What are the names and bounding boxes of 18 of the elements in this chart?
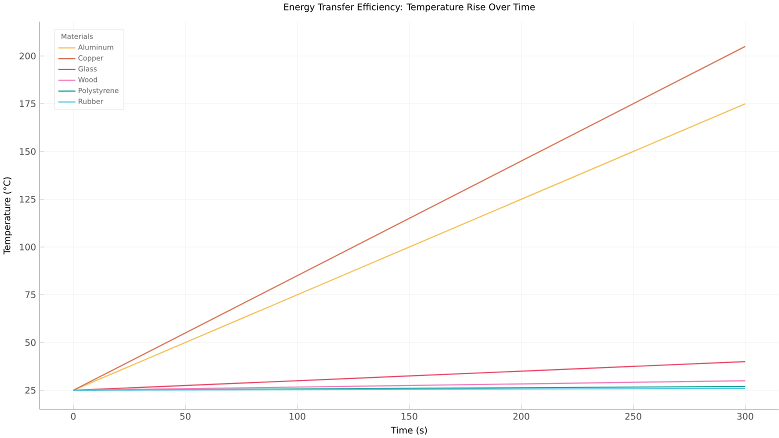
y-tick-label: 200 xyxy=(20,52,36,60)
x-tick-label: 50 xyxy=(180,412,190,420)
y-tick-label: 175 xyxy=(20,100,36,108)
y-tick-label: 150 xyxy=(20,148,36,155)
x-tick-label: 200 xyxy=(513,412,530,420)
chart-title: Energy Transfer Efficiency: Temperature Rise Over Time xyxy=(284,3,535,12)
y-tick-label: 25 xyxy=(25,386,36,394)
y-axis-title: Temperature (°C) xyxy=(3,177,12,254)
x-axis-title: Time (s) xyxy=(390,426,427,435)
x-tick-label: 0 xyxy=(71,412,76,420)
x-tick-label: 100 xyxy=(290,412,306,420)
y-tick-label: 100 xyxy=(20,244,36,250)
y-tick-label: 75 xyxy=(25,291,36,298)
y-tick-label: 50 xyxy=(25,339,36,346)
y-tick-label: 125 xyxy=(20,196,36,203)
x-tick-label: 250 xyxy=(625,412,642,420)
x-tick-label: 150 xyxy=(402,412,418,420)
x-tick-label: 300 xyxy=(737,412,754,420)
